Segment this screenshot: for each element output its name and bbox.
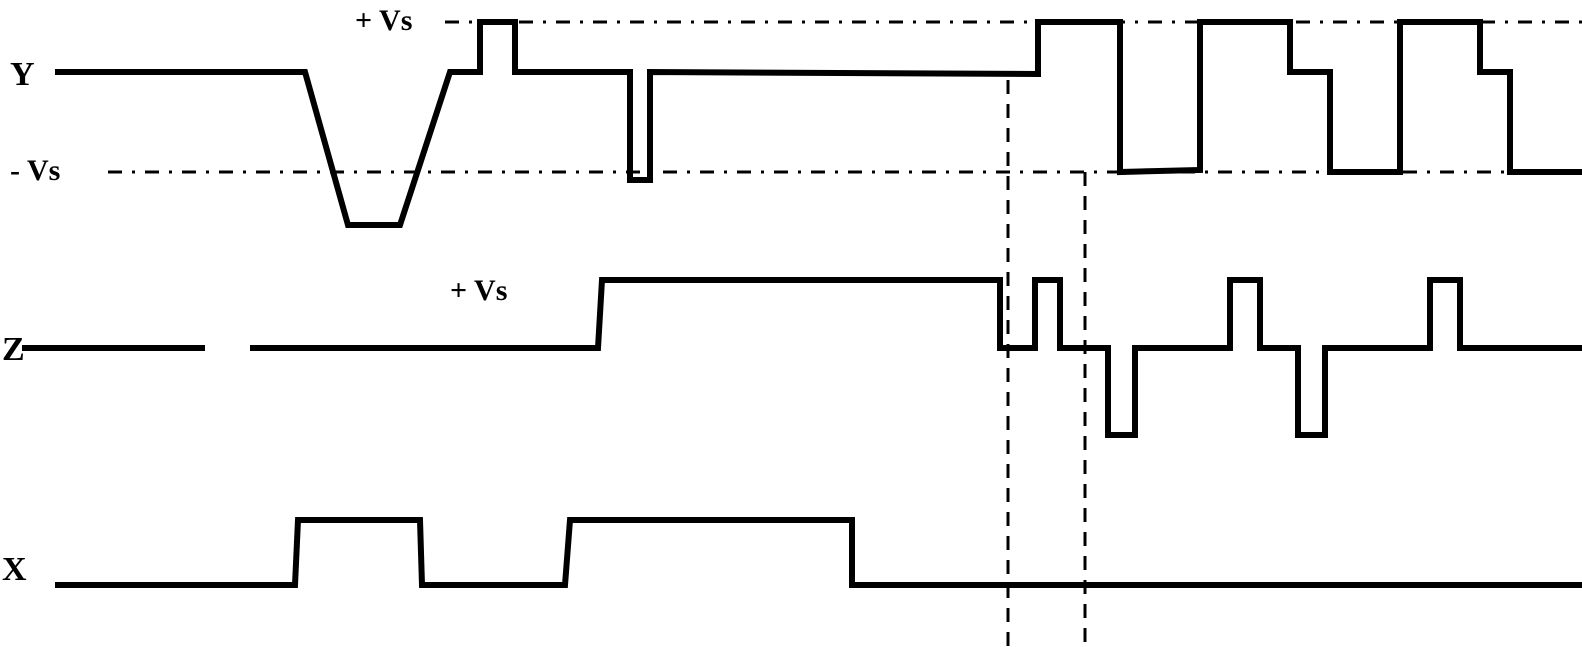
signal-z bbox=[22, 280, 1582, 435]
label-plus-vs-top: + Vs bbox=[355, 4, 412, 37]
label-z: Z bbox=[2, 331, 25, 368]
label-y: Y bbox=[10, 56, 35, 93]
signal-y bbox=[55, 22, 1582, 225]
label-minus-vs: - Vs bbox=[10, 154, 60, 187]
label-x: X bbox=[2, 551, 27, 588]
label-plus-vs-mid: + Vs bbox=[450, 274, 507, 307]
signal-x bbox=[55, 520, 1582, 585]
